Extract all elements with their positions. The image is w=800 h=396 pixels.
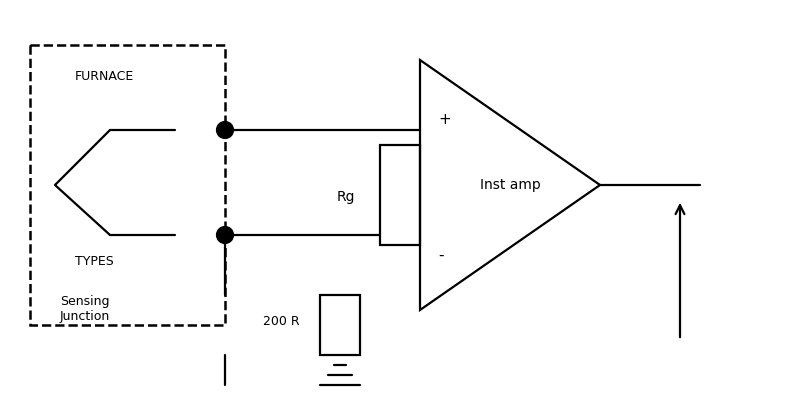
Bar [380,145,420,245]
Circle shape [217,122,233,138]
Text: Inst amp: Inst amp [480,178,540,192]
Text: TYPES: TYPES [75,255,114,268]
Text: FURNACE: FURNACE [75,70,134,83]
Text: +: + [438,112,450,128]
Text: 200 R: 200 R [263,315,300,328]
Text: Rg: Rg [337,190,355,204]
Bar [30,45,225,325]
Text: -: - [438,248,443,263]
Text: Sensing
Junction: Sensing Junction [60,295,110,323]
Bar [320,295,360,355]
Circle shape [217,227,233,243]
